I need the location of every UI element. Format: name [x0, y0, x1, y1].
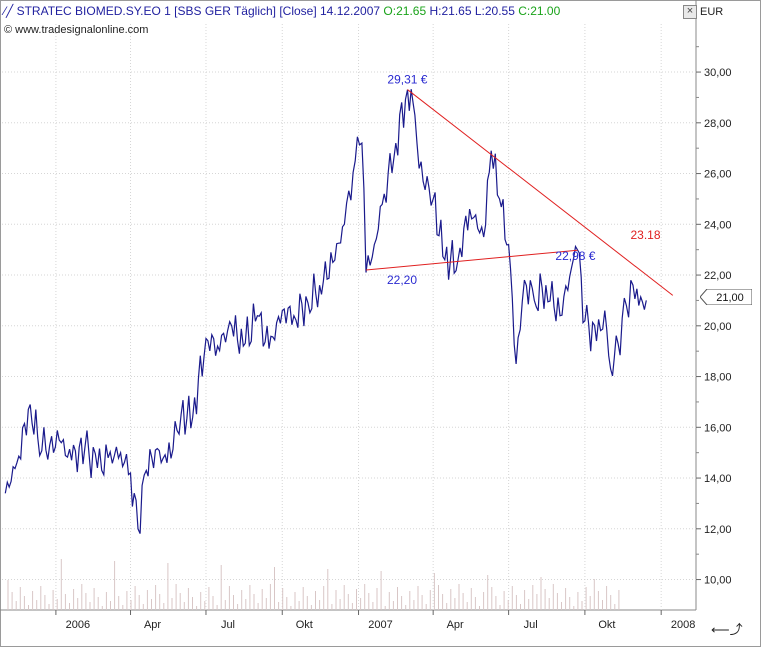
- trendline-support: [365, 249, 578, 271]
- copyright-icon: ©: [4, 24, 13, 36]
- x-tick-label: Okt: [296, 619, 313, 631]
- price-annotation: 22,20: [387, 273, 417, 287]
- plot-area: [2, 24, 696, 610]
- price-annotation: 22,98 €: [555, 249, 595, 263]
- x-tick-label: Apr: [144, 619, 161, 631]
- y-tick-label: 10,00: [704, 575, 732, 587]
- y-tick-label: 24,00: [704, 219, 732, 231]
- x-tick-label: Jul: [524, 619, 538, 631]
- last-value-label: 21,00: [716, 292, 744, 304]
- y-tick-label: 28,00: [704, 118, 732, 130]
- line-chart-icon: ⁄╱: [4, 4, 14, 18]
- y-tick-label: 20,00: [704, 321, 732, 333]
- high-low-values: H:21.65 L:20.55: [429, 4, 515, 18]
- open-value: O:21.65: [383, 4, 427, 18]
- price-annotation: 29,31 €: [387, 73, 427, 87]
- chart-header: ⁄╱ STRATEC BIOMED.SY.EO 1 [SBS GER Tägli…: [4, 4, 560, 18]
- currency-unit: EUR: [700, 6, 724, 18]
- y-tick-label: 12,00: [704, 524, 732, 536]
- y-tick-label: 26,00: [704, 169, 732, 181]
- credit-line: © www.tradesignalonline.com: [4, 24, 148, 36]
- last-value-tag: 21,00: [700, 289, 752, 305]
- chart-title: STRATEC BIOMED.SY.EO 1 [SBS GER Täglich]…: [16, 4, 381, 18]
- y-tick-label: 16,00: [704, 422, 732, 434]
- x-tick-label: Apr: [447, 619, 464, 631]
- x-tick-label: Jul: [221, 619, 235, 631]
- y-tick-label: 18,00: [704, 372, 732, 384]
- close-value: C:21.00: [518, 4, 561, 18]
- x-tick-label: Okt: [598, 619, 615, 631]
- resize-icon[interactable]: ⟵⤴: [711, 622, 743, 637]
- x-tick-label: 2006: [66, 619, 90, 631]
- trendline-resistance: [407, 89, 674, 296]
- close-icon[interactable]: ×: [683, 5, 697, 19]
- credit-text: www.tradesignalonline.com: [15, 24, 149, 36]
- y-tick-label: 14,00: [704, 473, 732, 485]
- y-tick-label: 30,00: [704, 67, 732, 79]
- x-tick-label: 2007: [368, 619, 392, 631]
- y-tick-label: 22,00: [704, 270, 732, 282]
- x-tick-label: 2008: [671, 619, 695, 631]
- price-line: [4, 89, 647, 534]
- price-annotation: 23.18: [630, 228, 660, 242]
